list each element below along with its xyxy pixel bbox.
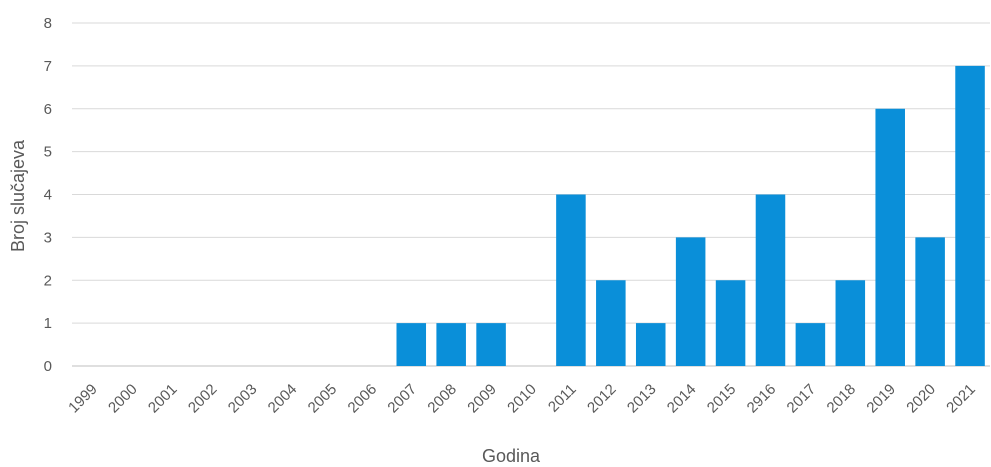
bar-2011	[556, 194, 586, 366]
y-tick-label: 2	[44, 272, 52, 289]
bar-2018	[835, 280, 866, 366]
bar-2019	[875, 108, 905, 366]
x-tick-labels: 1999 2000 2001 2002 2003 2004 2005 2006 2007 2008…	[65, 381, 979, 417]
bar-2008	[436, 323, 466, 366]
y-tick-label: 8	[44, 15, 52, 32]
x-tick-label: 2006	[345, 381, 381, 417]
bar-2007	[396, 323, 427, 366]
x-tick-label: 2008	[424, 381, 460, 417]
y-tick-labels: 0 1 2 3 4 5 6 7 8	[44, 15, 52, 375]
x-tick-label: 2007	[384, 381, 420, 417]
y-tick-label: 1	[44, 315, 52, 332]
x-tick-label: 2010	[504, 381, 540, 417]
y-axis-title: Broj slučajeva	[8, 139, 28, 252]
x-tick-label: 2003	[225, 381, 261, 417]
bars	[396, 65, 985, 366]
bar-2014	[675, 237, 706, 366]
y-tick-label: 4	[44, 187, 52, 204]
x-tick-label: 2005	[305, 381, 341, 417]
x-tick-label: 2021	[943, 381, 979, 417]
x-tick-label: 2012	[584, 381, 620, 417]
x-tick-label: 2013	[624, 381, 660, 417]
x-tick-label: 2002	[185, 381, 221, 417]
x-axis-title: Godina	[482, 446, 541, 466]
y-tick-label: 6	[44, 101, 52, 118]
x-tick-label: 2000	[105, 381, 141, 417]
x-tick-label: 2019	[863, 381, 899, 417]
bar-2017	[795, 323, 826, 366]
y-tick-label: 3	[44, 229, 52, 246]
x-tick-label: 2004	[265, 381, 301, 417]
bar-2012	[596, 280, 626, 366]
bar-2015	[715, 280, 746, 366]
bar-2009	[476, 323, 506, 366]
y-tick-label: 7	[44, 58, 52, 75]
x-tick-label: 2001	[145, 381, 181, 417]
y-tick-label: 5	[44, 144, 52, 161]
bar-2021	[955, 65, 985, 366]
x-tick-label: 1999	[65, 381, 101, 417]
x-tick-label: 2018	[824, 381, 860, 417]
x-tick-label: 2020	[903, 381, 939, 417]
bar-2020	[915, 237, 945, 366]
x-tick-label: 2916	[744, 381, 780, 417]
x-tick-label: 2015	[704, 381, 740, 417]
x-tick-label: 2014	[664, 381, 700, 417]
bar-2916	[755, 194, 786, 366]
gridlines	[72, 22, 990, 367]
y-tick-label: 0	[44, 358, 52, 375]
x-tick-label: 2011	[545, 381, 580, 416]
x-tick-label: 2017	[784, 381, 820, 417]
bar-2013	[635, 323, 666, 366]
x-tick-label: 2009	[464, 381, 500, 417]
